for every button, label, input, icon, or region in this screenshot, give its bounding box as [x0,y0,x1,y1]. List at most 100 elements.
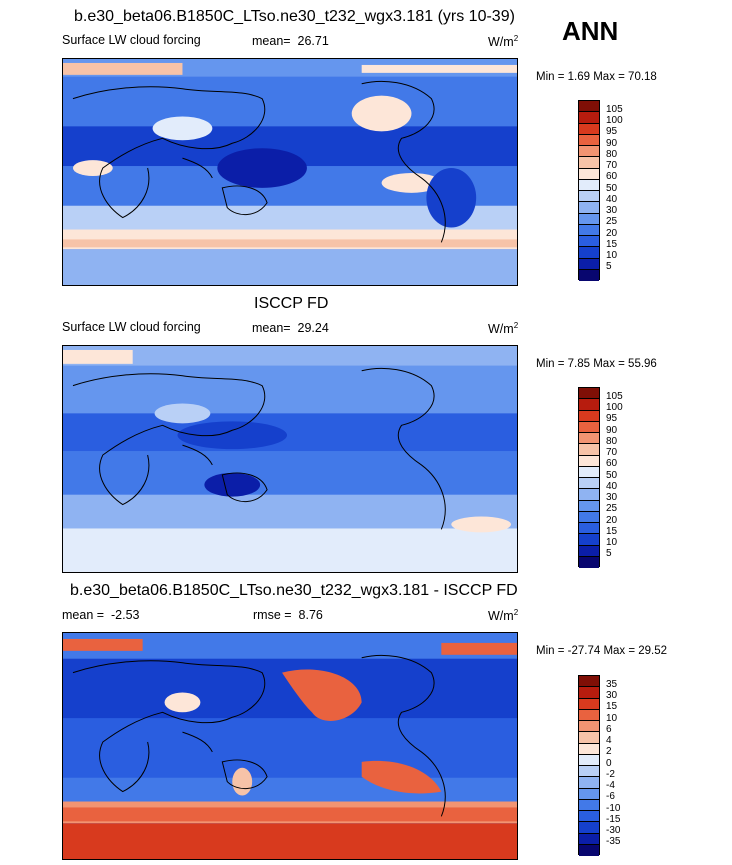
panel1-colorbar-segment [579,168,599,180]
panel2-colorbar-segment [579,534,599,546]
colorbar-tick-label: 60 [606,458,618,469]
colorbar-tick-label: 90 [606,425,618,436]
panel1-colorbar-segment [579,146,599,158]
panel1-mean-value: 26.71 [297,34,329,48]
colorbar-tick-label: -30 [606,825,621,836]
panel2-colorbar-segment [579,410,599,422]
panel3-colorbar-segment [579,754,599,766]
colorbar-tick-label: 70 [606,160,618,171]
colorbar-tick-label: 70 [606,447,618,458]
colorbar-tick-label: 20 [606,228,618,239]
panel1-colorbar-segment [579,247,599,259]
panel3-colorbar-segment [579,698,599,710]
colorbar-tick-label: 25 [606,216,618,227]
panel3-mean: mean = -2.53 [62,608,140,622]
colorbar-tick-label: 6 [606,724,612,735]
panel1-colorbar-segment [579,224,599,236]
panel1-colorbar-segment [579,112,599,124]
panel1-minmax: Min = 1.69 Max = 70.18 [536,71,657,83]
panel3-colorbar-segment [579,687,599,699]
season-label: ANN [562,16,619,46]
panel2-units-exp: 2 [513,321,519,330]
panel1-colorbar-segment [579,236,599,248]
colorbar-tick-label: 80 [606,149,618,160]
panel3-colorbar-segment [579,732,599,744]
panel3-rmse-value: 8.76 [298,608,323,622]
panel3-colorbar-segment [579,833,599,845]
panel1-colorbar-segment [579,101,599,113]
panel2-units: W/m2 [488,321,518,336]
colorbar-tick-label: 50 [606,470,618,481]
panel2-colorbar-segment [579,388,599,400]
panel3-colorbar-segment [579,788,599,800]
panel3-colorbar-segment [579,709,599,721]
colorbar-tick-label: 50 [606,183,618,194]
panel3-units-exp: 2 [513,608,519,617]
panel1-field: Surface LW cloud forcing [62,33,201,47]
panel2-mean-value: 29.24 [297,321,329,335]
panel1-map [62,58,518,286]
panel2-colorbar-segment [579,556,599,568]
panel3-colorbar-segment [579,844,599,856]
panel1-colorbar-segment [579,134,599,146]
panel3-colorbar [578,675,600,856]
panel3-colorbar-segment [579,721,599,733]
panel2-title: ISCCP FD [254,295,329,312]
colorbar-tick-label: 30 [606,492,618,503]
panel2-colorbar-segment [579,421,599,433]
panel3-map [62,632,518,860]
panel2-map [62,345,518,573]
panel2-colorbar-segment [579,500,599,512]
panel3-rmse: rmse = 8.76 [253,608,323,622]
panel3-colorbar-segment [579,822,599,834]
colorbar-tick-label: 30 [606,205,618,216]
panel3-units-base: W/m [488,609,514,624]
colorbar-tick-label: 100 [606,115,623,126]
colorbar-tick-label: 5 [606,548,612,559]
panel2-mean-label: mean= [252,321,291,335]
panel1-colorbar-segment [579,179,599,191]
panel3-map-svg [63,633,517,859]
colorbar-tick-label: 60 [606,171,618,182]
panel3-colorbar-segment [579,777,599,789]
colorbar-tick-label: -4 [606,780,615,791]
panel2-colorbar-segment [579,523,599,535]
panel1-colorbar [578,100,600,281]
panel2-colorbar-segment [579,489,599,501]
colorbar-tick-label: 90 [606,138,618,149]
colorbar-tick-label: 40 [606,194,618,205]
panel3-title: b.e30_beta06.B1850C_LTso.ne30_t232_wgx3.… [70,582,518,599]
panel2-map-svg [63,346,517,572]
panel2-minmax: Min = 7.85 Max = 55.96 [536,358,657,370]
colorbar-tick-label: 100 [606,402,623,413]
colorbar-tick-label: 5 [606,261,612,272]
colorbar-tick-label: -6 [606,791,615,802]
panel3-minmax: Min = -27.74 Max = 29.52 [536,645,668,657]
panel2-colorbar-segment [579,511,599,523]
colorbar-tick-label: 95 [606,126,618,137]
colorbar-tick-label: 10 [606,713,618,724]
panel1-colorbar-segment [579,269,599,281]
colorbar-tick-label: 10 [606,250,618,261]
panel1-units-base: W/m [488,35,514,50]
colorbar-tick-label: -15 [606,814,621,825]
colorbar-tick-label: -35 [606,836,621,847]
panel2-colorbar-segment [579,478,599,490]
panel2-colorbar-segment [579,433,599,445]
panel2-colorbar [578,387,600,568]
panel2-colorbar-segment [579,455,599,467]
panel2-colorbar-segment [579,545,599,557]
colorbar-tick-label: 2 [606,746,612,757]
colorbar-tick-label: 15 [606,526,618,537]
colorbar-tick-label: 15 [606,701,618,712]
colorbar-tick-label: 20 [606,515,618,526]
colorbar-tick-label: 105 [606,104,623,115]
panel1-title: b.e30_beta06.B1850C_LTso.ne30_t232_wgx3.… [74,8,515,25]
panel1-colorbar-segment [579,123,599,135]
panel3-mean-value: -2.53 [111,608,140,622]
panel2-colorbar-segment [579,444,599,456]
panel3-colorbar-segment [579,676,599,688]
panel1-colorbar-segment [579,191,599,203]
panel3-colorbar-segment [579,743,599,755]
panel1-colorbar-segment [579,213,599,225]
